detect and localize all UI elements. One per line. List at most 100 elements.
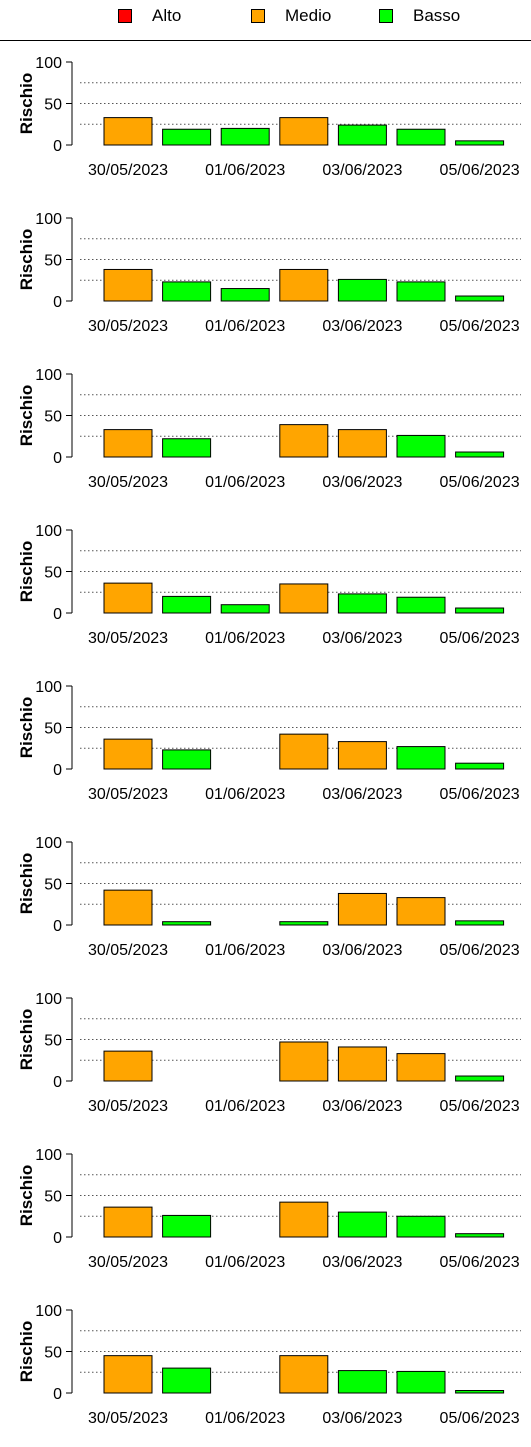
bar-05/06/2023 bbox=[455, 1390, 505, 1394]
bar-01/06/2023 bbox=[220, 604, 270, 614]
bar-03/06/2023 bbox=[337, 1046, 387, 1082]
x-tick-label: 03/06/2023 bbox=[322, 1410, 402, 1427]
bar-02/06/2023 bbox=[279, 268, 329, 302]
bar-03/06/2023 bbox=[337, 429, 387, 458]
bar-05/06/2023 bbox=[455, 1233, 505, 1238]
bar-31/05/2023 bbox=[162, 281, 212, 302]
legend-item-basso: Basso bbox=[379, 6, 460, 26]
bar-30/05/2023 bbox=[103, 1206, 153, 1238]
x-tick-label: 05/06/2023 bbox=[440, 942, 520, 959]
bar-04/06/2023 bbox=[396, 281, 446, 302]
y-tick-label: 0 bbox=[53, 138, 62, 155]
y-tick-label: 50 bbox=[44, 1189, 62, 1206]
bar-30/05/2023 bbox=[103, 268, 153, 302]
bar-05/06/2023 bbox=[455, 140, 505, 146]
y-tick-label: 50 bbox=[44, 1345, 62, 1362]
bar-04/06/2023 bbox=[396, 128, 446, 146]
x-tick-label: 01/06/2023 bbox=[205, 162, 285, 179]
y-tick-label: 100 bbox=[35, 835, 62, 852]
bar-05/06/2023 bbox=[455, 762, 505, 770]
y-axis-label: Rischio bbox=[17, 853, 36, 914]
bar-30/05/2023 bbox=[103, 1050, 153, 1082]
bar-30/05/2023 bbox=[103, 429, 153, 458]
x-tick-label: 05/06/2023 bbox=[440, 1098, 520, 1115]
x-tick-label: 01/06/2023 bbox=[205, 630, 285, 647]
bar-31/05/2023 bbox=[162, 595, 212, 614]
y-tick-label: 100 bbox=[35, 1303, 62, 1320]
y-axis-label: Rischio bbox=[17, 1009, 36, 1070]
x-tick-label: 30/05/2023 bbox=[88, 630, 168, 647]
bar-30/05/2023 bbox=[103, 1355, 153, 1394]
x-tick-label: 03/06/2023 bbox=[322, 786, 402, 803]
y-axis-label: Rischio bbox=[17, 73, 36, 134]
x-tick-label: 30/05/2023 bbox=[88, 1098, 168, 1115]
bar-31/05/2023 bbox=[162, 749, 212, 770]
bar-31/05/2023 bbox=[162, 128, 212, 146]
y-tick-label: 0 bbox=[53, 606, 62, 623]
x-tick-label: 05/06/2023 bbox=[440, 474, 520, 491]
y-tick-label: 100 bbox=[35, 991, 62, 1008]
legend-swatch-basso bbox=[379, 9, 393, 23]
bar-03/06/2023 bbox=[337, 892, 387, 926]
bar-01/06/2023 bbox=[220, 288, 270, 302]
bar-02/06/2023 bbox=[279, 1041, 329, 1082]
bar-04/06/2023 bbox=[396, 1053, 446, 1082]
bar-05/06/2023 bbox=[455, 295, 505, 302]
x-tick-label: 30/05/2023 bbox=[88, 474, 168, 491]
y-tick-label: 50 bbox=[44, 409, 62, 426]
x-tick-label: 03/06/2023 bbox=[322, 630, 402, 647]
bar-02/06/2023 bbox=[279, 424, 329, 458]
y-axis-label: Rischio bbox=[17, 541, 36, 602]
bar-01/06/2023 bbox=[220, 127, 270, 146]
y-tick-label: 50 bbox=[44, 253, 62, 270]
y-tick-label: 0 bbox=[53, 762, 62, 779]
x-tick-label: 30/05/2023 bbox=[88, 1254, 168, 1271]
y-axis-label: Rischio bbox=[17, 229, 36, 290]
bar-30/05/2023 bbox=[103, 582, 153, 614]
bar-04/06/2023 bbox=[396, 1370, 446, 1394]
x-tick-label: 03/06/2023 bbox=[322, 162, 402, 179]
y-tick-label: 100 bbox=[35, 211, 62, 228]
bar-31/05/2023 bbox=[162, 1367, 212, 1394]
x-tick-label: 30/05/2023 bbox=[88, 942, 168, 959]
y-tick-label: 100 bbox=[35, 367, 62, 384]
y-tick-label: 100 bbox=[35, 1147, 62, 1164]
y-tick-label: 100 bbox=[35, 55, 62, 72]
x-tick-label: 03/06/2023 bbox=[322, 474, 402, 491]
x-tick-label: 01/06/2023 bbox=[205, 1098, 285, 1115]
y-tick-label: 50 bbox=[44, 877, 62, 894]
x-tick-label: 30/05/2023 bbox=[88, 1410, 168, 1427]
y-tick-label: 0 bbox=[53, 1074, 62, 1091]
x-tick-label: 01/06/2023 bbox=[205, 786, 285, 803]
bar-02/06/2023 bbox=[279, 1355, 329, 1394]
bar-04/06/2023 bbox=[396, 434, 446, 458]
x-tick-label: 05/06/2023 bbox=[440, 1410, 520, 1427]
x-tick-label: 30/05/2023 bbox=[88, 318, 168, 335]
legend-label-basso: Basso bbox=[413, 6, 461, 25]
bar-03/06/2023 bbox=[337, 741, 387, 770]
bar-02/06/2023 bbox=[279, 1201, 329, 1238]
bar-04/06/2023 bbox=[396, 596, 446, 614]
legend: Alto Medio Basso bbox=[0, 0, 531, 40]
bar-05/06/2023 bbox=[455, 920, 505, 926]
y-tick-label: 0 bbox=[53, 450, 62, 467]
x-tick-label: 03/06/2023 bbox=[322, 942, 402, 959]
legend-swatch-alto bbox=[118, 9, 132, 23]
bar-04/06/2023 bbox=[396, 746, 446, 770]
bar-03/06/2023 bbox=[337, 593, 387, 614]
bar-03/06/2023 bbox=[337, 1211, 387, 1238]
x-tick-label: 03/06/2023 bbox=[322, 1098, 402, 1115]
x-tick-label: 01/06/2023 bbox=[205, 1410, 285, 1427]
x-tick-label: 03/06/2023 bbox=[322, 318, 402, 335]
x-tick-label: 05/06/2023 bbox=[440, 630, 520, 647]
x-tick-label: 30/05/2023 bbox=[88, 162, 168, 179]
x-tick-label: 03/06/2023 bbox=[322, 1254, 402, 1271]
y-axis-label: Rischio bbox=[17, 1321, 36, 1382]
bar-02/06/2023 bbox=[279, 117, 329, 146]
